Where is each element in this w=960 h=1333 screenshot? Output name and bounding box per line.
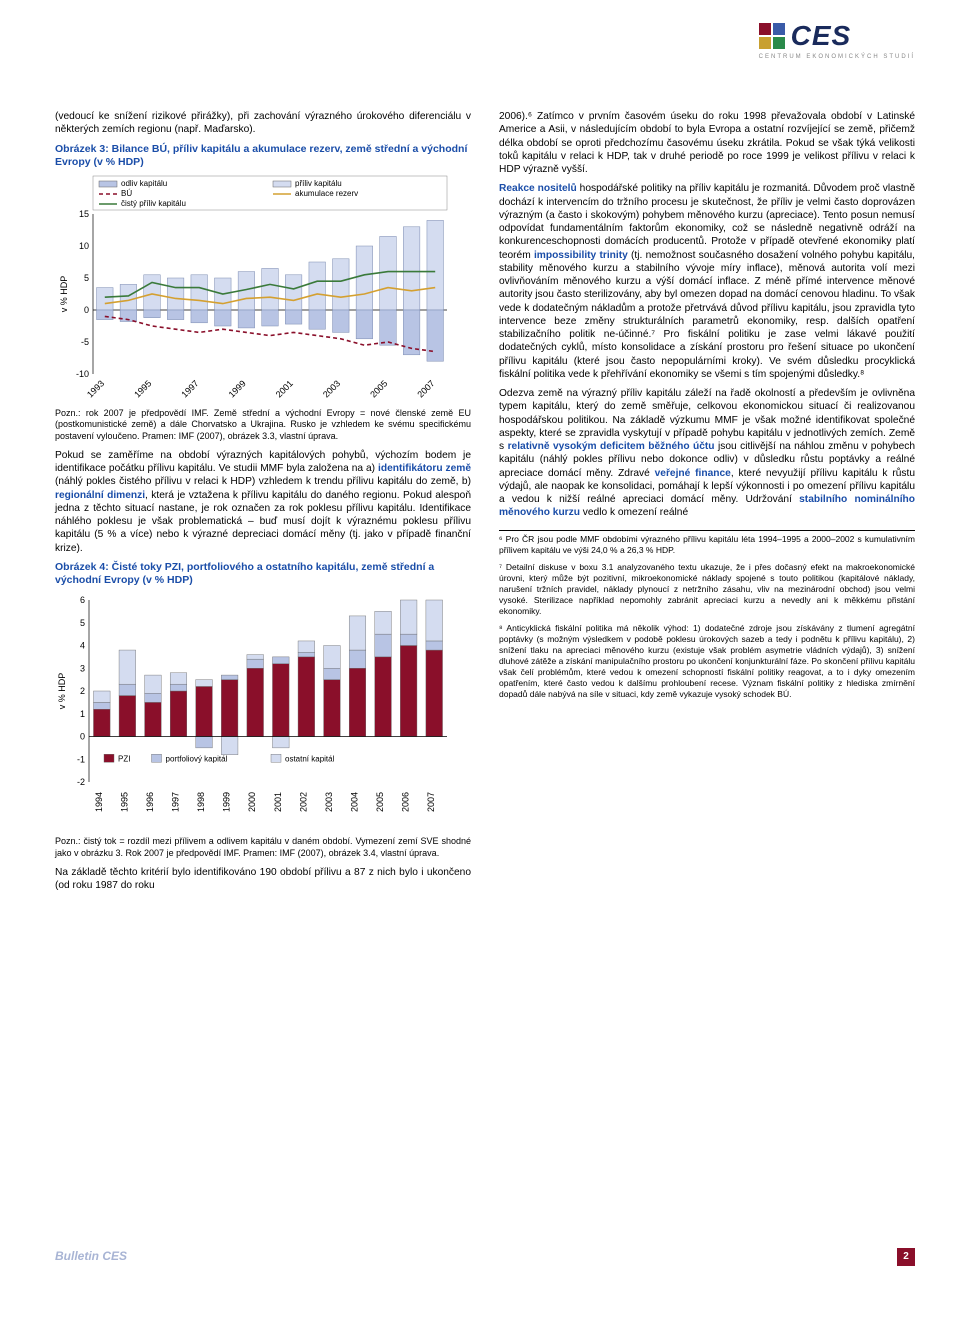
para3: Na základě těchto kritérií bylo identifi… — [55, 866, 471, 893]
left-column: (vedoucí ke snížení rizikové přirážky), … — [55, 110, 471, 898]
svg-text:15: 15 — [79, 209, 89, 219]
svg-text:1: 1 — [80, 709, 85, 719]
svg-text:portfoliový kapitál: portfoliový kapitál — [166, 754, 228, 763]
svg-text:BÚ: BÚ — [121, 189, 132, 198]
svg-text:1994: 1994 — [94, 792, 104, 812]
svg-text:2000: 2000 — [247, 792, 257, 812]
footnote-7: ⁷ Detailní diskuse v boxu 3.1 analyzovan… — [499, 562, 915, 617]
r-para2: Reakce nositelů hospodářské politiky na … — [499, 182, 915, 381]
svg-text:1997: 1997 — [179, 378, 200, 399]
chart3-title: Obrázek 3: Bilance BÚ, příliv kapitálu a… — [55, 143, 471, 170]
logo-squares — [759, 23, 785, 49]
svg-text:6: 6 — [80, 595, 85, 605]
svg-text:v % HDP: v % HDP — [59, 276, 69, 313]
svg-text:10: 10 — [79, 241, 89, 251]
logo-text: CES — [791, 18, 852, 54]
svg-text:odliv kapitálu: odliv kapitálu — [121, 179, 167, 188]
svg-text:2007: 2007 — [415, 378, 436, 399]
svg-text:2005: 2005 — [368, 378, 389, 399]
svg-text:4: 4 — [80, 641, 85, 651]
svg-text:-2: -2 — [77, 777, 85, 787]
chart4-title: Obrázek 4: Čisté toky PZI, portfoliového… — [55, 561, 471, 588]
para2: Pokud se zaměříme na období výrazných ka… — [55, 449, 471, 555]
footer: Bulletin CES 2 — [55, 1248, 915, 1266]
svg-text:PZI: PZI — [118, 754, 130, 763]
r-para3: Odezva země na výrazný příliv kapitálu z… — [499, 387, 915, 520]
svg-text:1997: 1997 — [171, 792, 181, 812]
svg-text:-1: -1 — [77, 754, 85, 764]
svg-text:akumulace rezerv: akumulace rezerv — [295, 189, 358, 198]
svg-text:2: 2 — [80, 686, 85, 696]
svg-text:1995: 1995 — [132, 378, 153, 399]
svg-text:2005: 2005 — [375, 792, 385, 812]
svg-text:3: 3 — [80, 663, 85, 673]
svg-text:příliv kapitálu: příliv kapitálu — [295, 179, 342, 188]
svg-text:0: 0 — [80, 732, 85, 742]
svg-text:ostatní kapitál: ostatní kapitál — [285, 754, 335, 763]
chart3: odliv kapitáluBÚčistý příliv kapitálu pří… — [55, 174, 471, 404]
svg-text:5: 5 — [84, 273, 89, 283]
r-para1: 2006).⁶ Zatímco v prvním časovém úseku d… — [499, 110, 915, 176]
svg-text:1999: 1999 — [227, 378, 248, 399]
chart3-note: Pozn.: rok 2007 je předpovědí IMF. Země … — [55, 408, 471, 443]
svg-text:5: 5 — [80, 618, 85, 628]
footnote-6: ⁶ Pro ČR jsou podle MMF obdobími výrazné… — [499, 534, 915, 556]
svg-text:v % HDP: v % HDP — [57, 673, 67, 710]
svg-text:0: 0 — [84, 305, 89, 315]
chart4: -2 -1 0 1 2 3 4 5 6 PZI portfoliový kapitál ostatní… — [55, 592, 471, 832]
svg-text:-5: -5 — [81, 337, 89, 347]
right-column: 2006).⁶ Zatímco v prvním časovém úseku d… — [499, 110, 915, 898]
footer-title: Bulletin CES — [55, 1249, 127, 1265]
svg-text:2003: 2003 — [324, 792, 334, 812]
footnotes: ⁶ Pro ČR jsou podle MMF obdobími výrazné… — [499, 530, 915, 701]
svg-text:1995: 1995 — [119, 792, 129, 812]
svg-text:1993: 1993 — [85, 378, 106, 399]
svg-text:-10: -10 — [76, 369, 89, 379]
svg-text:2001: 2001 — [273, 792, 283, 812]
svg-text:2004: 2004 — [350, 792, 360, 812]
logo-subtitle: CENTRUM EKONOMICKÝCH STUDIÍ — [759, 54, 915, 62]
intro-para: (vedoucí ke snížení rizikové přirážky), … — [55, 110, 471, 137]
svg-text:2001: 2001 — [274, 378, 295, 399]
svg-text:2006: 2006 — [401, 792, 411, 812]
svg-text:1999: 1999 — [222, 792, 232, 812]
footnote-8: ⁸ Anticyklická fiskální politika má něko… — [499, 623, 915, 700]
page-number: 2 — [897, 1248, 915, 1266]
svg-text:2007: 2007 — [426, 792, 436, 812]
svg-text:2003: 2003 — [321, 378, 342, 399]
svg-text:čistý příliv kapitálu: čistý příliv kapitálu — [121, 199, 186, 208]
svg-text:2002: 2002 — [298, 792, 308, 812]
logo-block: CES CENTRUM EKONOMICKÝCH STUDIÍ — [759, 18, 915, 62]
svg-text:1996: 1996 — [145, 792, 155, 812]
svg-text:1998: 1998 — [196, 792, 206, 812]
chart4-note: Pozn.: čistý tok = rozdíl mezi přílivem … — [55, 836, 471, 859]
